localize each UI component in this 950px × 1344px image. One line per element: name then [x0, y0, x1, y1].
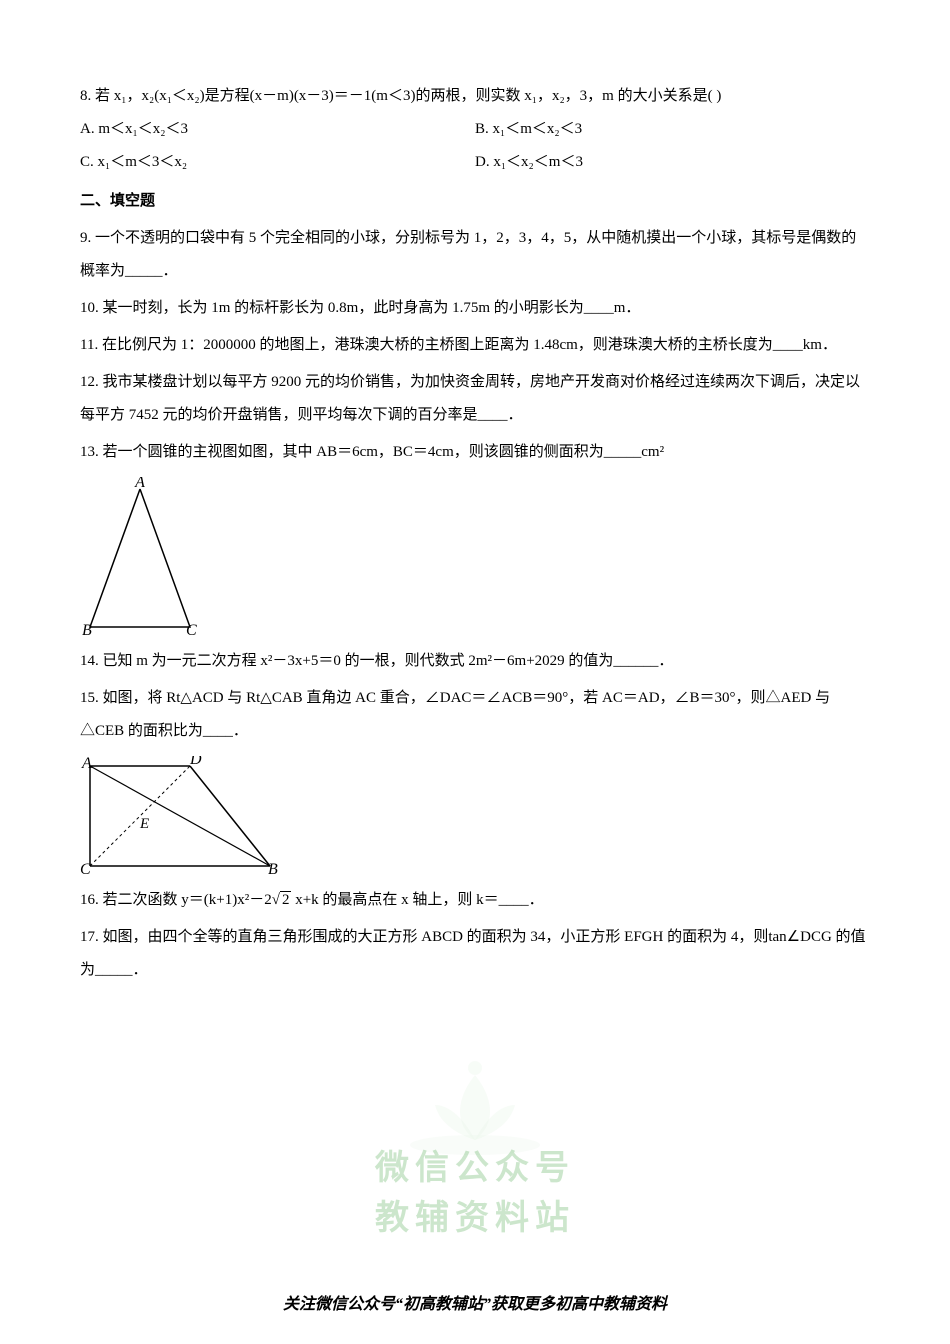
sqrt-icon: 2	[272, 884, 292, 917]
q16-post: x+k 的最高点在 x 轴上，则 k＝____．	[291, 892, 543, 908]
fig15-label-e: E	[139, 816, 149, 832]
q13: 13. 若一个圆锥的主视图如图，其中 AB＝6cm，BC＝4cm，则该圆锥的侧面…	[80, 436, 870, 469]
q12: 12. 我市某楼盘计划以每平方 9200 元的均价销售，为加快资金周转，房地产开…	[80, 366, 870, 432]
fig13-label-c: C	[186, 622, 197, 637]
q8-choice-c: C. x₁＜m＜3＜x₂	[80, 146, 475, 179]
fig13-label-b: B	[82, 622, 92, 637]
watermark-text-1: 微信公众号	[375, 1140, 575, 1189]
q16-pre: 16. 若二次函数 y＝(k+1)x²－2	[80, 892, 272, 908]
q8-choice-d: D. x₁＜x₂＜m＜3	[475, 146, 870, 179]
watermark-text-2: 教辅资料站	[375, 1190, 575, 1239]
section-2-title: 二、填空题	[80, 185, 870, 218]
q8-stem: 8. 若 x₁，x₂(x₁＜x₂)是方程(x－m)(x－3)＝－1(m＜3)的两…	[80, 80, 870, 113]
q8: 8. 若 x₁，x₂(x₁＜x₂)是方程(x－m)(x－3)＝－1(m＜3)的两…	[80, 80, 870, 179]
figure-q13-triangle: A B C	[80, 477, 870, 637]
q17: 17. 如图，由四个全等的直角三角形围成的大正方形 ABCD 的面积为 34，小…	[80, 921, 870, 987]
fig15-label-c: C	[80, 861, 91, 876]
page-content: 8. 若 x₁，x₂(x₁＜x₂)是方程(x－m)(x－3)＝－1(m＜3)的两…	[0, 0, 950, 987]
fig13-label-a: A	[134, 477, 145, 491]
q14: 14. 已知 m 为一元二次方程 x²－3x+5＝0 的一根，则代数式 2m²－…	[80, 645, 870, 678]
fig15-label-d: D	[189, 756, 202, 768]
q8-choices: A. m＜x₁＜x₂＜3 B. x₁＜m＜x₂＜3 C. x₁＜m＜3＜x₂ D…	[80, 113, 870, 179]
q16: 16. 若二次函数 y＝(k+1)x²－2 2 x+k 的最高点在 x 轴上，则 …	[80, 884, 870, 917]
q9: 9. 一个不透明的口袋中有 5 个完全相同的小球，分别标号为 1，2，3，4，5…	[80, 222, 870, 288]
page-footer: 关注微信公众号“初高教辅站”获取更多初高中教辅资料	[0, 1290, 950, 1314]
q16-radicand: 2	[280, 891, 292, 908]
q10: 10. 某一时刻，长为 1m 的标杆影长为 0.8m，此时身高为 1.75m 的…	[80, 292, 870, 325]
q11: 11. 在比例尺为 1：2000000 的地图上，港珠澳大桥的主桥图上距离为 1…	[80, 329, 870, 362]
watermark-logo-icon	[375, 1050, 575, 1165]
figure-q15: A D C B E	[80, 756, 870, 876]
fig15-label-a: A	[81, 756, 92, 772]
q8-choice-b: B. x₁＜m＜x₂＜3	[475, 113, 870, 146]
q15: 15. 如图，将 Rt△ACD 与 Rt△CAB 直角边 AC 重合，∠DAC＝…	[80, 682, 870, 748]
q8-choice-a: A. m＜x₁＜x₂＜3	[80, 113, 475, 146]
fig15-label-b: B	[268, 861, 278, 876]
